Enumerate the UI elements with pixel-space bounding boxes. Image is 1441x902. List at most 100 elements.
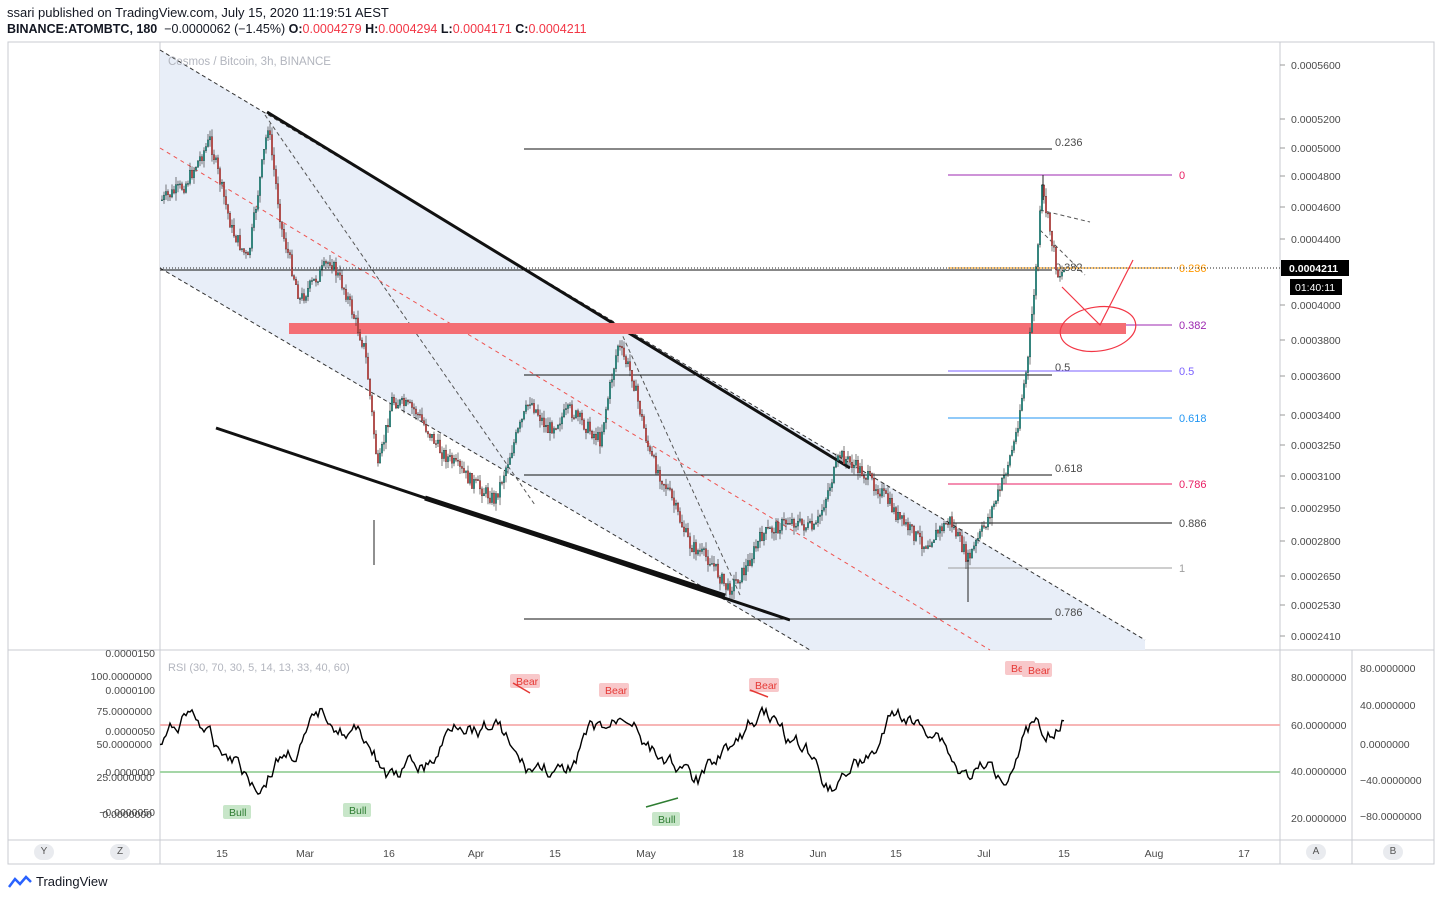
b-control[interactable]: B <box>1383 844 1403 860</box>
candle-body <box>227 204 229 214</box>
annotation-circle <box>1059 305 1137 353</box>
candle-body <box>889 498 891 504</box>
candle-body <box>465 470 467 473</box>
candle-body <box>819 515 821 517</box>
support-line-bold <box>424 495 726 599</box>
candle-body <box>595 433 597 440</box>
a-control[interactable]: A <box>1306 844 1326 860</box>
candle-body <box>215 157 217 160</box>
candle-body <box>707 556 709 565</box>
candle-body <box>1045 196 1047 214</box>
candle-body <box>431 434 433 438</box>
rsi-left-tick: −0.0000050 <box>99 807 155 819</box>
candle-body <box>593 433 595 439</box>
candle-body <box>985 526 987 529</box>
bear-tag <box>510 674 540 688</box>
candle-body <box>929 545 931 547</box>
candle-body <box>1005 473 1007 476</box>
candle-body <box>855 460 857 466</box>
candle-body <box>505 467 507 477</box>
candle-body <box>671 489 673 499</box>
candle-body <box>199 156 201 162</box>
candle-body <box>367 356 369 380</box>
candle-body <box>349 296 351 300</box>
candle-body <box>193 170 195 178</box>
candle-body <box>611 379 613 383</box>
candle-body <box>255 209 257 213</box>
candle-body <box>861 466 863 477</box>
candle-body <box>463 468 465 473</box>
candle-body <box>563 409 565 418</box>
candle-body <box>1059 276 1061 278</box>
candle-body <box>971 548 973 559</box>
price-tick-label: 0.0002410 <box>1291 631 1341 643</box>
bear-tag <box>599 683 629 697</box>
chart-frame <box>7 41 1435 865</box>
candle-body <box>869 471 871 474</box>
price-tick-label: 0.0002800 <box>1291 536 1341 548</box>
candle-body <box>373 411 375 435</box>
candle-body <box>845 459 847 465</box>
candle-body <box>813 523 815 530</box>
open-value: 0.0004279 <box>302 22 362 36</box>
y-control[interactable]: Y <box>34 844 54 860</box>
candle-body <box>491 492 493 503</box>
candle-body <box>433 434 435 444</box>
price-tick-label: 0.0004600 <box>1291 202 1341 214</box>
candle-body <box>875 489 877 491</box>
high-value: 0.0004294 <box>378 22 438 36</box>
candle-body <box>851 462 853 468</box>
candle-body <box>873 477 875 491</box>
brand-name: TradingView <box>36 874 108 889</box>
candle-body <box>1011 450 1013 456</box>
candle-body <box>271 134 273 156</box>
candle-body <box>301 293 303 299</box>
candle-body <box>793 519 795 528</box>
candle-body <box>669 487 671 490</box>
price-tick-label: 0.0004800 <box>1291 171 1341 183</box>
candle-body <box>267 130 269 138</box>
candle-body <box>333 262 335 271</box>
candle-body <box>919 532 921 538</box>
candle-body <box>339 272 341 276</box>
candle-body <box>591 430 593 439</box>
candle-body <box>991 506 993 518</box>
candle-body <box>643 416 645 429</box>
candle-body <box>515 432 517 443</box>
candle-body <box>437 439 439 444</box>
footer-brand[interactable]: TradingView <box>8 874 108 889</box>
candle-body <box>981 525 983 532</box>
fan-line-3 <box>1039 209 1091 223</box>
candle-body <box>753 546 755 560</box>
candle-body <box>791 519 793 524</box>
candle-body <box>829 487 831 491</box>
candle-body <box>1053 245 1055 248</box>
candle-body <box>261 159 263 178</box>
candle-body <box>521 418 523 423</box>
candle-body <box>637 385 639 402</box>
candle-body <box>913 526 915 541</box>
candle-body <box>553 428 555 434</box>
bear-tag-label: Bear <box>516 676 539 688</box>
candle-body <box>951 516 953 528</box>
change-value: −0.0000062 (−1.45%) <box>164 22 286 36</box>
candle-body <box>1023 383 1025 399</box>
candle-body <box>603 422 605 433</box>
candle-body <box>353 314 355 319</box>
candle-body <box>467 470 469 484</box>
candle-body <box>485 487 487 494</box>
candle-body <box>765 527 767 534</box>
candle-body <box>231 225 233 228</box>
candle-body <box>607 398 609 410</box>
rsi-mid-tick: 25.0000000 <box>97 772 153 784</box>
candle-body <box>295 278 297 285</box>
candle-body <box>799 518 801 522</box>
rsi-mid-tick: 0.0000000 <box>102 809 152 821</box>
z-control[interactable]: Z <box>110 844 130 860</box>
candle-body <box>257 195 259 210</box>
candle-body <box>1033 295 1035 315</box>
fib-left-0786: 0.786 <box>1055 607 1083 619</box>
candle-body <box>691 548 693 552</box>
candle-body <box>487 487 489 499</box>
